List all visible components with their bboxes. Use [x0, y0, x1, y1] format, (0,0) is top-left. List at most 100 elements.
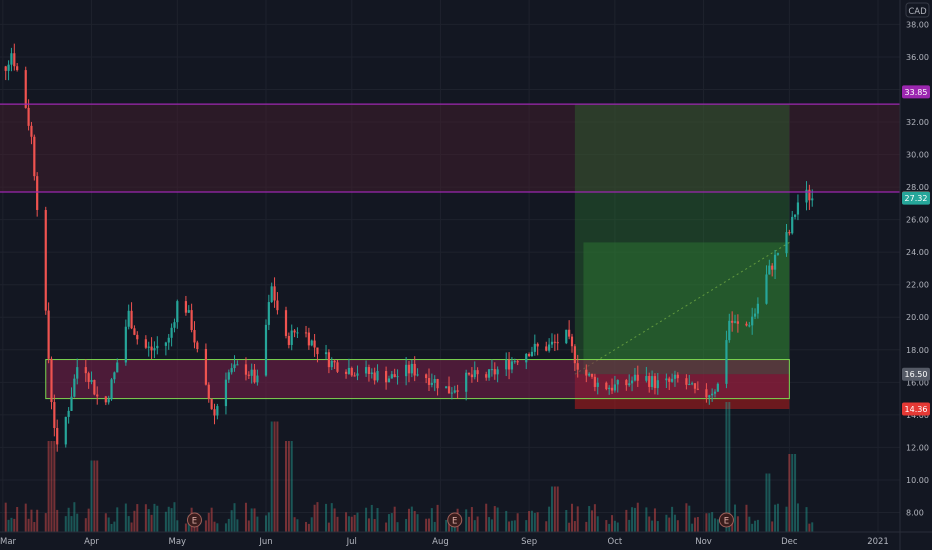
price-badge-bg	[902, 367, 930, 381]
volume-bar	[170, 508, 173, 532]
candle-body	[370, 372, 373, 375]
candle-body	[407, 364, 411, 374]
volume-bar	[510, 520, 513, 532]
volume-bar	[448, 523, 451, 532]
candle-body	[673, 374, 677, 379]
volume-bar	[16, 506, 19, 532]
candle-body	[550, 341, 554, 345]
volume-bar	[150, 514, 153, 532]
candle-body	[276, 300, 279, 311]
volume-bar	[336, 516, 339, 532]
candle-body	[725, 340, 728, 384]
y-tick-label: 12.00	[906, 443, 929, 452]
candle-body	[430, 382, 433, 385]
volume-bar	[716, 519, 719, 532]
candle-body	[153, 348, 156, 351]
x-tick-label: Apr	[84, 537, 99, 547]
volume-bar	[465, 509, 468, 532]
earnings-marker: E	[447, 512, 463, 528]
price-badge-bg	[902, 402, 930, 416]
candle-body	[133, 328, 136, 335]
candle-body	[313, 340, 316, 348]
volume-bar	[433, 521, 436, 532]
candle-body	[304, 332, 308, 334]
volume-bar	[207, 512, 210, 532]
volume-bar	[90, 460, 93, 532]
y-tick-label: 20.00	[906, 313, 929, 322]
candle-body	[273, 286, 276, 301]
volume-bar	[645, 507, 648, 532]
candle-body	[293, 330, 296, 333]
candle-body	[427, 378, 431, 385]
volume-bar	[508, 521, 511, 532]
y-tick-label: 32.00	[906, 118, 929, 127]
position-path	[574, 241, 790, 375]
candle-body	[93, 379, 96, 395]
candle-body	[416, 374, 419, 376]
x-tick-label: Mar	[0, 537, 17, 547]
volume-bar	[676, 520, 679, 532]
volume-bar	[754, 520, 757, 532]
candle-body	[605, 382, 608, 390]
volume-bar	[264, 515, 267, 532]
horizontal-lines[interactable]	[0, 103, 900, 193]
candle-body	[176, 301, 179, 323]
earnings-marker-label: E	[192, 517, 197, 527]
volume-bar	[387, 514, 390, 532]
volume-bar	[608, 523, 611, 532]
candle-body	[476, 370, 479, 375]
volume-bar	[290, 441, 293, 532]
volume-bar	[533, 512, 536, 532]
volume-bar	[287, 441, 290, 532]
candle-body	[665, 378, 668, 381]
volume-bar	[490, 519, 493, 532]
candle-body	[164, 342, 167, 346]
candle-body	[144, 339, 147, 348]
candle-body	[50, 358, 53, 403]
candle-body	[616, 380, 619, 385]
volume-bar	[751, 523, 754, 532]
candle-body	[350, 367, 353, 376]
candle-body	[811, 198, 814, 201]
candle-body	[24, 70, 27, 108]
candle-body	[156, 345, 159, 349]
candle-body	[204, 349, 208, 385]
candle-body	[573, 346, 576, 364]
volume-bar	[367, 518, 370, 532]
candle-body	[13, 53, 16, 67]
candle-body	[528, 353, 531, 357]
volume-bar	[673, 514, 676, 532]
candle-body	[67, 410, 70, 417]
time-axis[interactable]: Mar Apr May Jun Jul Aug Sep Oct Nov Dec 2021	[0, 531, 932, 547]
volume-bar	[164, 511, 167, 532]
earnings-marker-circle	[718, 512, 734, 528]
y-tick-label: 30.00	[906, 151, 929, 160]
volume-bar	[333, 508, 336, 532]
volume-bar	[227, 518, 230, 532]
volume-bar	[633, 507, 636, 532]
x-tick-label: Nov	[695, 537, 712, 547]
volume-bar	[536, 512, 539, 532]
candle-body	[736, 321, 739, 324]
volume-bar	[568, 522, 571, 532]
y-tick-label: 8.00	[906, 508, 924, 517]
candle-body	[556, 342, 559, 344]
candle-body	[765, 274, 768, 304]
candle-body	[656, 380, 659, 389]
volume-bar	[316, 502, 319, 532]
volume-bar	[596, 516, 599, 532]
currency-text: CAD	[908, 7, 927, 17]
candle-body	[36, 176, 39, 210]
candle-body	[653, 376, 657, 389]
volume-bar	[611, 515, 614, 532]
volume-bar	[147, 509, 150, 532]
candle-body	[230, 368, 233, 373]
volume-bar	[216, 523, 219, 532]
x-tick-label: 2021	[867, 537, 889, 547]
currency-label[interactable]: CAD	[905, 2, 930, 18]
earnings-marker: E	[186, 512, 202, 528]
candle-body	[56, 427, 59, 445]
